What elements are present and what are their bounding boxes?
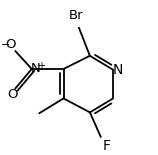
Text: Br: Br (69, 9, 83, 22)
Text: −: − (1, 40, 11, 50)
Text: +: + (37, 61, 46, 71)
Text: O: O (7, 88, 18, 101)
Text: N: N (112, 63, 123, 77)
Text: O: O (6, 38, 16, 51)
Text: N: N (30, 62, 40, 75)
Text: F: F (103, 139, 111, 153)
